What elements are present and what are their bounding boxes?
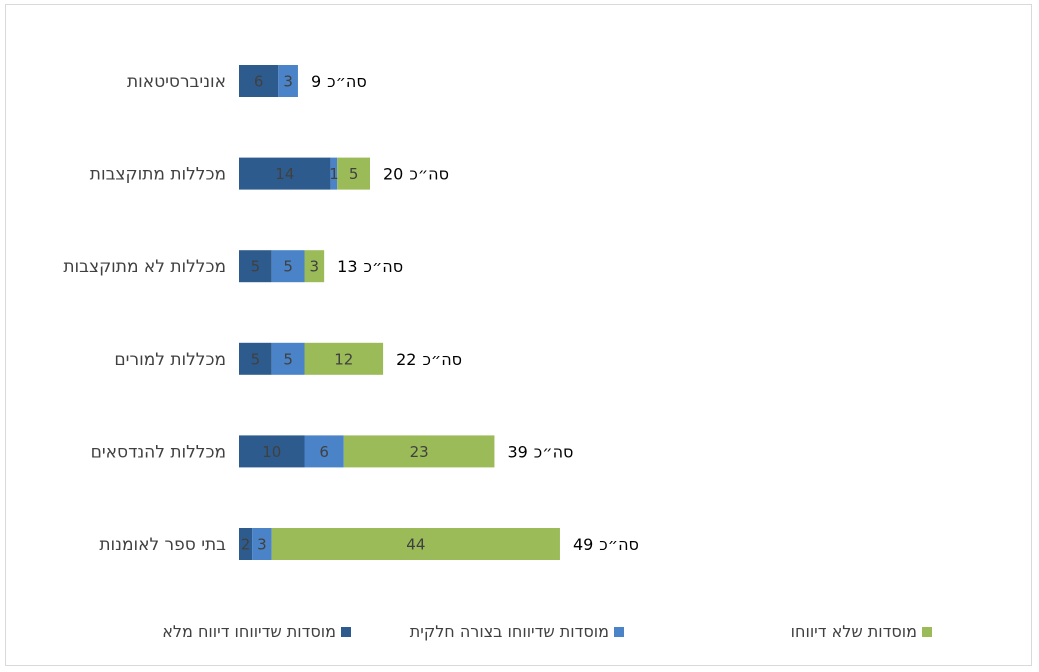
segment-value-label: 14 — [275, 165, 294, 183]
bar-segment-full — [239, 528, 253, 560]
category-label: בתי ספר לאומנות — [99, 535, 226, 555]
total-label: 49 סה״כ — [573, 535, 639, 554]
total-value: 39 — [507, 442, 527, 461]
total-label: 9 סה״כ — [311, 72, 367, 91]
segment-value-label: 5 — [349, 165, 359, 183]
segment-value-label: 44 — [406, 536, 425, 554]
total-label: 20 סה״כ — [383, 165, 449, 184]
category-label: מכללות להנדסאים — [91, 442, 226, 462]
segment-value-label: 5 — [251, 258, 261, 276]
bar-segment-partial — [252, 528, 272, 560]
chart-frame: אוניברסיטאות 6 3 9 סה״כ מכללות מתוקצבות 14 1 5 20… — [5, 4, 1032, 666]
segment-value-label: 2 — [241, 536, 251, 554]
bar-segment-partial — [278, 65, 298, 97]
bar-segment-full — [239, 435, 305, 468]
total-label: 22 סה״כ — [396, 350, 462, 369]
segment-value-label: 5 — [251, 350, 261, 368]
total-prefix: סה״כ — [599, 535, 639, 554]
segment-value-label: 3 — [310, 258, 320, 276]
legend: מוסדות שדיווחו דיווח מלא מוסדות שדיווחו ב… — [162, 622, 932, 641]
segment-value-label: 5 — [283, 258, 293, 276]
category-label: מכללות למורים — [114, 350, 226, 370]
segment-value-label: 6 — [254, 73, 264, 91]
bar-segment-none — [271, 528, 560, 560]
bar-segment-none — [337, 157, 370, 190]
total-value: 20 — [383, 165, 403, 184]
bar-segment-partial — [271, 250, 305, 283]
total-prefix: סה״כ — [409, 165, 449, 184]
legend-label-partial: מוסדות שדיווחו בצורה חלקית — [410, 622, 609, 641]
bar-segment-full — [239, 65, 279, 97]
total-prefix: סה״כ — [327, 72, 367, 91]
bar-segment-full — [239, 157, 331, 190]
bar-segment-partial — [304, 435, 344, 468]
segment-value-label: 5 — [283, 350, 293, 368]
legend-swatch-full — [341, 627, 351, 637]
total-prefix: סה״כ — [364, 257, 404, 276]
segment-value-label: 12 — [334, 350, 353, 368]
category-label: אוניברסיטאות — [127, 72, 226, 92]
total-value: 22 — [396, 350, 416, 369]
bar-segment-full — [239, 342, 272, 375]
category-label: מכללות מתוקצבות — [90, 165, 226, 185]
segment-value-label: 6 — [319, 443, 329, 461]
legend-label-none: מוסדות שלא דיווחו — [791, 622, 917, 641]
bar-segment-full — [239, 250, 272, 283]
legend-swatch-partial — [614, 627, 624, 637]
bar-segment-partial — [330, 157, 338, 190]
bar-segment-none — [304, 250, 325, 283]
total-label: 13 סה״כ — [337, 257, 403, 276]
total-label: 39 סה״כ — [507, 442, 573, 461]
legend-label-full: מוסדות שדיווחו דיווח מלא — [162, 622, 336, 641]
bar-segment-none — [304, 342, 384, 375]
total-prefix: סה״כ — [534, 442, 574, 461]
category-label: מכללות לא מתוקצבות — [63, 257, 226, 277]
legend-swatch-none — [922, 627, 932, 637]
segment-value-label: 10 — [262, 443, 281, 461]
segment-value-label: 23 — [410, 443, 429, 461]
total-value: 9 — [311, 72, 321, 91]
bar-segment-partial — [271, 342, 305, 375]
total-value: 49 — [573, 535, 593, 554]
segment-value-label: 3 — [257, 536, 267, 554]
segment-value-label: 1 — [329, 165, 339, 183]
total-value: 13 — [337, 257, 357, 276]
segment-value-label: 3 — [283, 73, 293, 91]
bar-segment-none — [343, 435, 495, 468]
total-prefix: סה״כ — [422, 350, 462, 369]
